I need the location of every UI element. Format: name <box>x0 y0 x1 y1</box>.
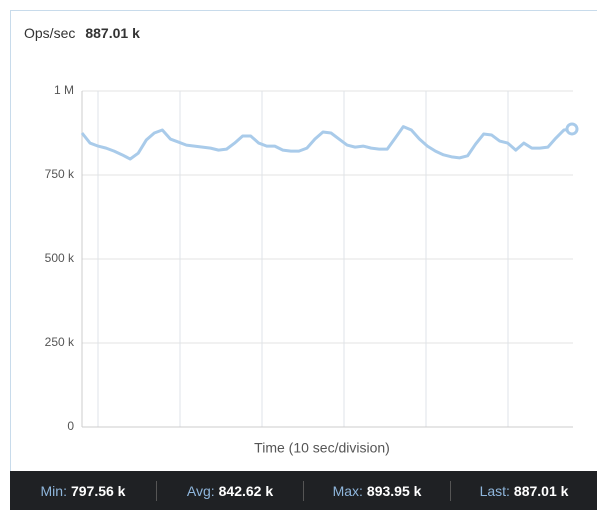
stat: Max: 893.95 k <box>303 480 450 501</box>
x-axis-label: Time (10 sec/division) <box>254 440 390 456</box>
chart: Time (10 sec/division) 0 250 k 500 k 750 k 1… <box>45 83 579 456</box>
stat: Last: 887.01 k <box>450 480 597 501</box>
y-tick-label: 750 k <box>45 167 75 181</box>
stat-label: Last: <box>479 482 510 499</box>
stat-label: Min: <box>40 482 67 499</box>
y-tick-label: 0 <box>67 419 74 433</box>
last-point <box>565 122 579 136</box>
stat-value: 842.62 k <box>218 482 274 499</box>
y-tick-label: 1 M <box>54 83 74 97</box>
stat-label: Max: <box>332 482 363 499</box>
header: Ops/sec 887.01 k <box>24 25 140 41</box>
stat: Avg: 842.62 k <box>156 480 303 501</box>
y-tick-label: 250 k <box>45 335 75 349</box>
stat: Min: 797.56 k <box>10 481 156 501</box>
stat-value: 893.95 k <box>366 482 422 499</box>
stat-value: 887.01 k <box>513 482 569 499</box>
stat-label: Avg: <box>186 482 215 499</box>
series-line <box>80 125 573 161</box>
panel <box>10 10 597 510</box>
stats-bar: Min: 797.56 k Avg: 842.62 k Max: 893.95 k Last… <box>10 471 597 510</box>
header-value: 887.01 k <box>85 25 140 41</box>
y-tick-label: 500 k <box>45 251 75 265</box>
stat-value: 797.56 k <box>70 482 126 499</box>
header-label: Ops/sec <box>24 25 76 41</box>
